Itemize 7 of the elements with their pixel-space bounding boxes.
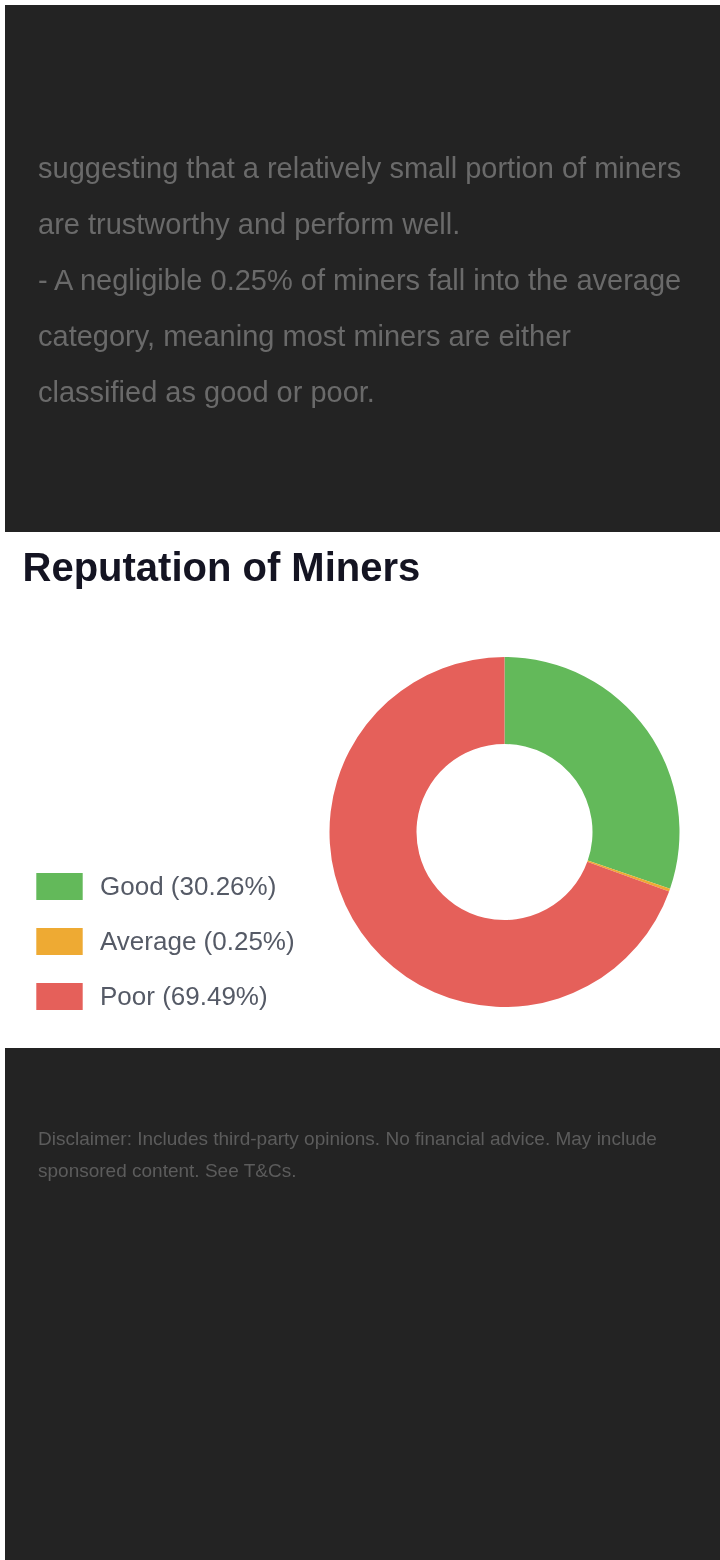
- legend-label: Good (30.26%): [100, 870, 277, 902]
- text: Disclaimer: Includes third-party opinions. No financial advice. May include sponsored content. See T&Cs.: [38, 1127, 658, 1183]
- legend-label: Poor (69.49%): [100, 980, 268, 1012]
- text: suggesting that a relatively small portion of miners are trustworthy and perform well.: [38, 151, 683, 242]
- text: - A negligible 0.25% of miners fall into the average category, meaning most miners are either classified as good or poor.: [38, 263, 683, 410]
- chart-title: Reputation of Miners: [22, 544, 421, 589]
- legend-label: Average (0.25%): [100, 925, 295, 957]
